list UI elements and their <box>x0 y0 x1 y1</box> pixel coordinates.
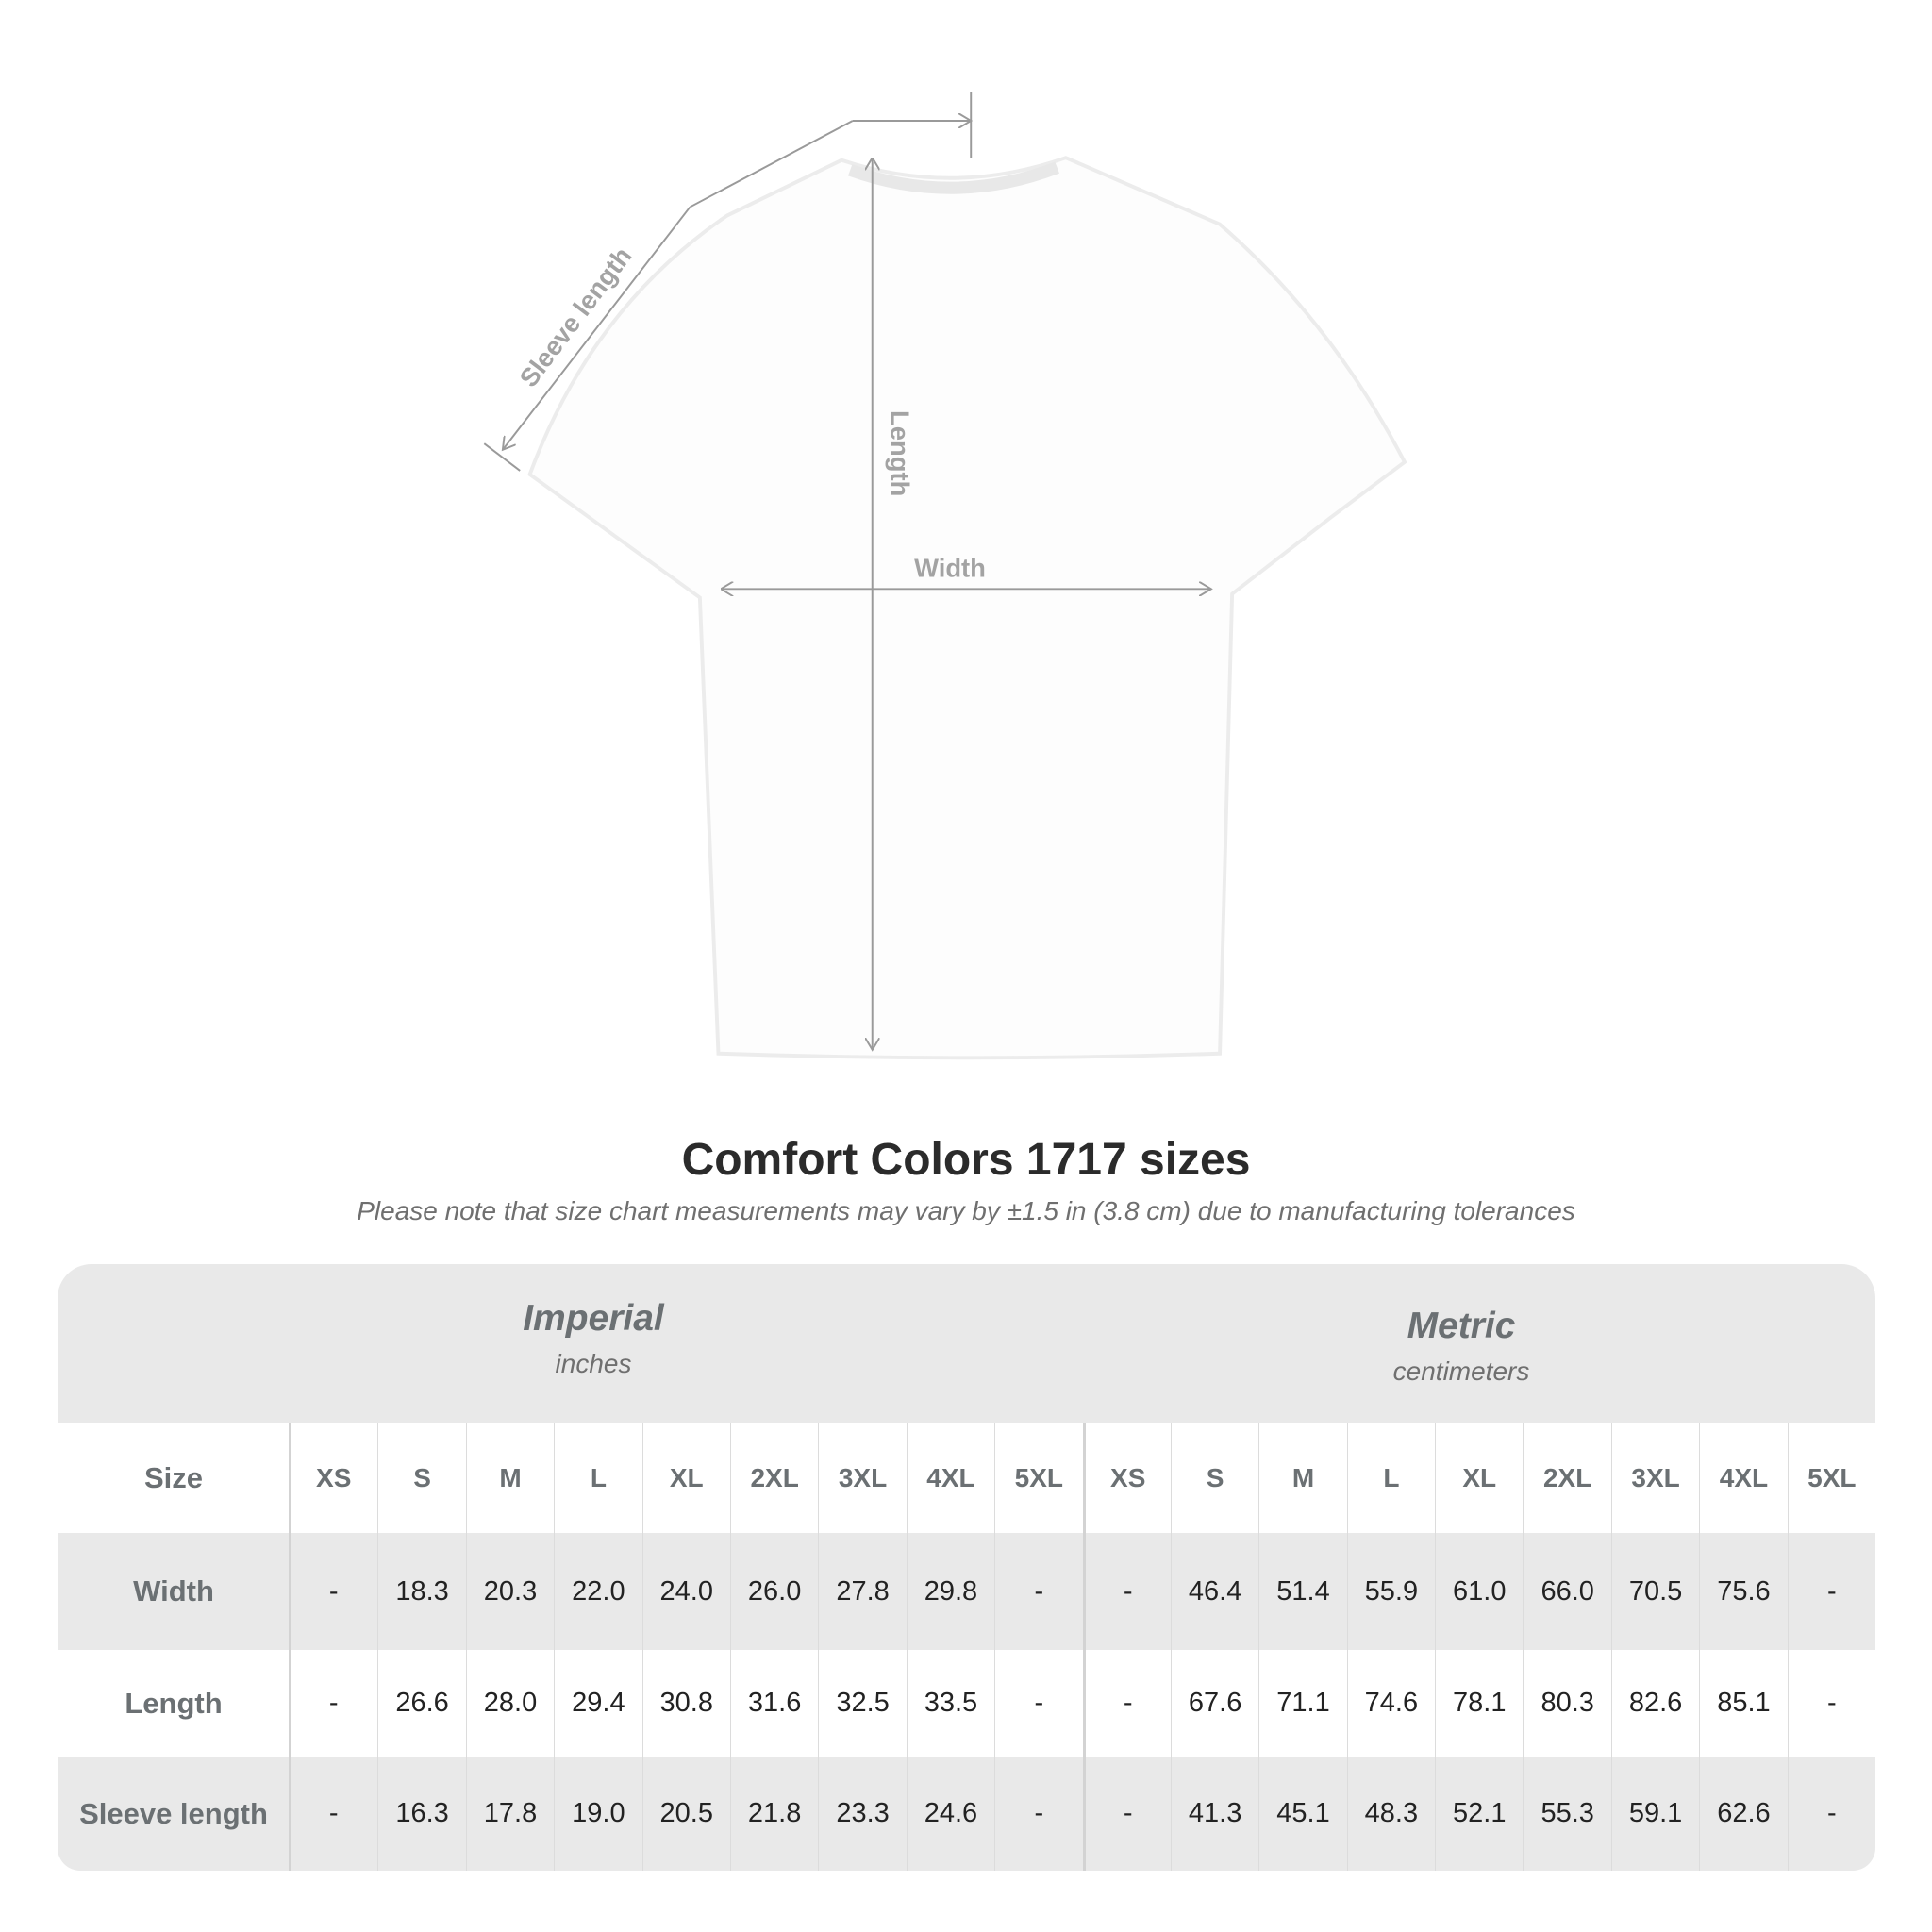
metric-value-cell: - <box>1082 1650 1171 1757</box>
row-label: Length <box>125 1686 223 1720</box>
metric-value-cell: 78.1 <box>1435 1650 1523 1757</box>
row-band <box>58 1533 1875 1650</box>
size-header-cell: S <box>377 1423 465 1533</box>
size-header-cell: XL <box>641 1423 730 1533</box>
metric-unit: centimeters <box>1392 1357 1530 1386</box>
metric-value-cell: 55.9 <box>1346 1533 1435 1650</box>
size-header-cell: M <box>1258 1423 1346 1533</box>
metric-value-cell: 61.0 <box>1435 1533 1523 1650</box>
size-header-cell: 4XL <box>906 1423 994 1533</box>
size-header-cell: 4XL <box>1699 1423 1787 1533</box>
size-header-cell: XS <box>316 1462 352 1492</box>
metric-value-cell: 82.6 <box>1610 1650 1699 1757</box>
column-divider <box>289 1423 291 1871</box>
metric-value-cell: - <box>1082 1757 1171 1871</box>
imperial-value-cell: - <box>328 1575 339 1607</box>
size-header-cell: 5XL <box>1787 1423 1875 1533</box>
imperial-value-cell: 24.6 <box>906 1757 994 1871</box>
page-title: Comfort Colors 1717 sizes <box>681 1135 1251 1185</box>
metric-value-cell: 67.6 <box>1170 1650 1258 1757</box>
size-header-cell: 2XL <box>1523 1423 1610 1533</box>
imperial-value-cell: 27.8 <box>818 1533 906 1650</box>
imperial-value-cell: 26.6 <box>377 1650 465 1757</box>
row-label: Width <box>133 1574 214 1607</box>
imperial-value-cell: 17.8 <box>465 1757 554 1871</box>
imperial-value-cell: 19.0 <box>554 1757 641 1871</box>
imperial-value-cell: 26.0 <box>729 1533 818 1650</box>
metric-value-cell: 59.1 <box>1610 1757 1699 1871</box>
tshirt-body <box>527 156 1407 1060</box>
metric-value-cell: 51.4 <box>1258 1533 1346 1650</box>
imperial-value-cell: - <box>994 1757 1082 1871</box>
size-header-cell: 3XL <box>1610 1423 1699 1533</box>
imperial-value-cell: 30.8 <box>641 1650 730 1757</box>
tolerance-note: Please note that size chart measurements… <box>357 1196 1575 1225</box>
imperial-value-cell: 21.8 <box>729 1757 818 1871</box>
imperial-value-cell: - <box>994 1650 1082 1757</box>
metric-value-cell: 66.0 <box>1523 1533 1610 1650</box>
size-header-cell: L <box>554 1423 641 1533</box>
metric-value-cell: 48.3 <box>1346 1757 1435 1871</box>
metric-value-cell: - <box>1787 1533 1875 1650</box>
size-header-cell: L <box>1346 1423 1435 1533</box>
size-label: Size <box>143 1460 204 1494</box>
metric-value-cell: 70.5 <box>1610 1533 1699 1650</box>
metric-value-cell: 71.1 <box>1258 1650 1346 1757</box>
row-band <box>58 1757 1875 1871</box>
metric-value-cell: 41.3 <box>1170 1757 1258 1871</box>
imperial-value-cell: 28.0 <box>465 1650 554 1757</box>
metric-value-cell: 80.3 <box>1523 1650 1610 1757</box>
imperial-value-cell: 22.0 <box>554 1533 641 1650</box>
imperial-value-cell: 24.0 <box>641 1533 730 1650</box>
size-header-cell: M <box>465 1423 554 1533</box>
width-label: Width <box>914 553 986 582</box>
metric-header: Metric centimeters <box>1178 1306 1744 1387</box>
imperial-value-cell: 33.5 <box>906 1650 994 1757</box>
header-band <box>58 1264 1875 1423</box>
imperial-value-cell: 18.3 <box>377 1533 465 1650</box>
imperial-value-cell: - <box>328 1798 339 1828</box>
metric-value-cell: 75.6 <box>1699 1533 1787 1650</box>
table-row: Width -18.3 20.3 22.0 24.0 26.0 27.8 29.8- -46.4… <box>58 1533 1875 1650</box>
metric-value-cell: - <box>1787 1757 1875 1871</box>
metric-value-cell: - <box>1787 1650 1875 1757</box>
imperial-unit: inches <box>555 1349 632 1378</box>
metric-value-cell: 46.4 <box>1170 1533 1258 1650</box>
imperial-value-cell: 31.6 <box>729 1650 818 1757</box>
imperial-value-cell: 20.3 <box>465 1533 554 1650</box>
metric-value-cell: - <box>1082 1533 1171 1650</box>
metric-value-cell: 55.3 <box>1523 1757 1610 1871</box>
table-row: Length -26.6 28.0 29.4 30.8 31.6 32.5 33.5- -67.… <box>58 1650 1875 1757</box>
imperial-value-cell: 16.3 <box>377 1757 465 1871</box>
imperial-value-cell: 32.5 <box>818 1650 906 1757</box>
imperial-title: Imperial <box>523 1298 664 1339</box>
imperial-value-cell: 20.5 <box>641 1757 730 1871</box>
sleeve-length-arrow <box>483 92 971 472</box>
metric-value-cell: 74.6 <box>1346 1650 1435 1757</box>
size-header-cell: 2XL <box>729 1423 818 1533</box>
length-label: Length <box>885 410 914 496</box>
size-header-cell: XS <box>1082 1423 1171 1533</box>
imperial-value-cell: 29.4 <box>554 1650 641 1757</box>
size-header-cell: S <box>1170 1423 1258 1533</box>
imperial-value-cell: 29.8 <box>906 1533 994 1650</box>
size-header-cell: 5XL <box>994 1423 1082 1533</box>
size-header-row: Size XS S M L XL 2XL 3XL 4XL 5XL XS S M L XL 2XL 3XL 4XL 5… <box>58 1423 1875 1533</box>
imperial-value-cell: - <box>328 1688 339 1718</box>
metric-value-cell: 52.1 <box>1435 1757 1523 1871</box>
table-row: Sleeve length - 16.3 17.8 19.0 20.5 21.8 23.3 24… <box>58 1757 1875 1871</box>
imperial-header: Imperial inches <box>310 1298 876 1379</box>
imperial-value-cell: - <box>994 1533 1082 1650</box>
size-header-cell: XL <box>1435 1423 1523 1533</box>
metric-value-cell: 62.6 <box>1699 1757 1787 1871</box>
metric-title: Metric <box>1407 1306 1516 1346</box>
size-chart-table: Imperial inches Metric centimeters Size X… <box>58 1264 1875 1871</box>
row-label: Sleeve length <box>79 1796 268 1830</box>
imperial-value-cell: 23.3 <box>818 1757 906 1871</box>
metric-value-cell: 45.1 <box>1258 1757 1346 1871</box>
size-header-cell: 3XL <box>818 1423 906 1533</box>
metric-value-cell: 85.1 <box>1699 1650 1787 1757</box>
